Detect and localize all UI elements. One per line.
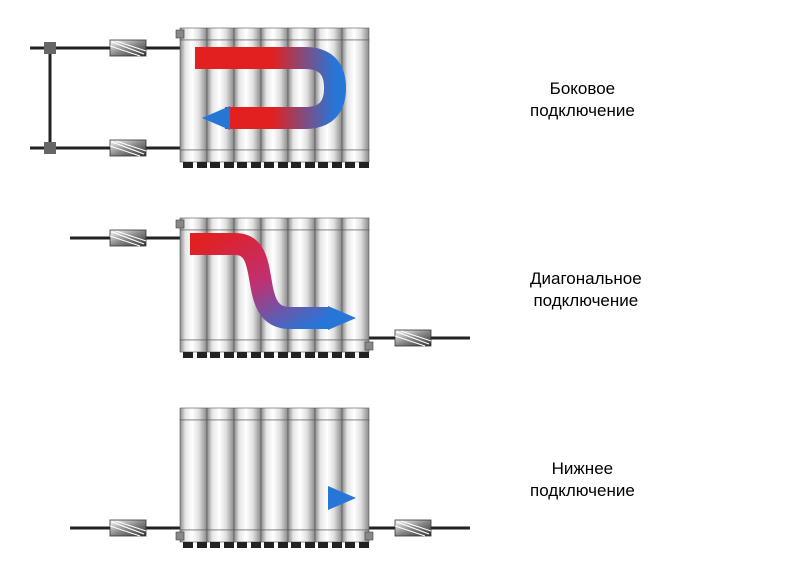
label-side-line2: подключение	[530, 101, 635, 120]
valve-bottom-left	[110, 520, 146, 536]
label-side-line1: Боковое	[550, 79, 615, 98]
valve-bottom	[110, 140, 146, 156]
radiator-body-3	[176, 408, 373, 548]
label-diagonal-line2: подключение	[533, 291, 638, 310]
valve-top-left	[110, 230, 146, 246]
label-bottom: Нижнее подключение	[530, 458, 635, 502]
valve-top	[110, 40, 146, 56]
valve-bottom-right	[395, 330, 431, 346]
label-side: Боковое подключение	[530, 78, 635, 122]
radiator-diagram-diagonal	[0, 198, 480, 368]
valve-bottom-right-2	[395, 520, 431, 536]
row-diagonal-connection: Диагональное подключение	[0, 198, 800, 368]
tee-bottom	[44, 142, 56, 154]
label-bottom-line2: подключение	[530, 481, 635, 500]
row-bottom-connection: Нижнее подключение	[0, 388, 800, 558]
radiator-diagram-side	[0, 8, 480, 178]
row-side-connection: Боковое подключение	[0, 8, 800, 178]
label-diagonal-line1: Диагональное	[530, 269, 642, 288]
label-diagonal: Диагональное подключение	[530, 268, 642, 312]
flow-arrow-bottom	[195, 486, 356, 510]
tee-top	[44, 42, 56, 54]
label-bottom-line1: Нижнее	[552, 459, 613, 478]
radiator-diagram-bottom	[0, 388, 480, 558]
